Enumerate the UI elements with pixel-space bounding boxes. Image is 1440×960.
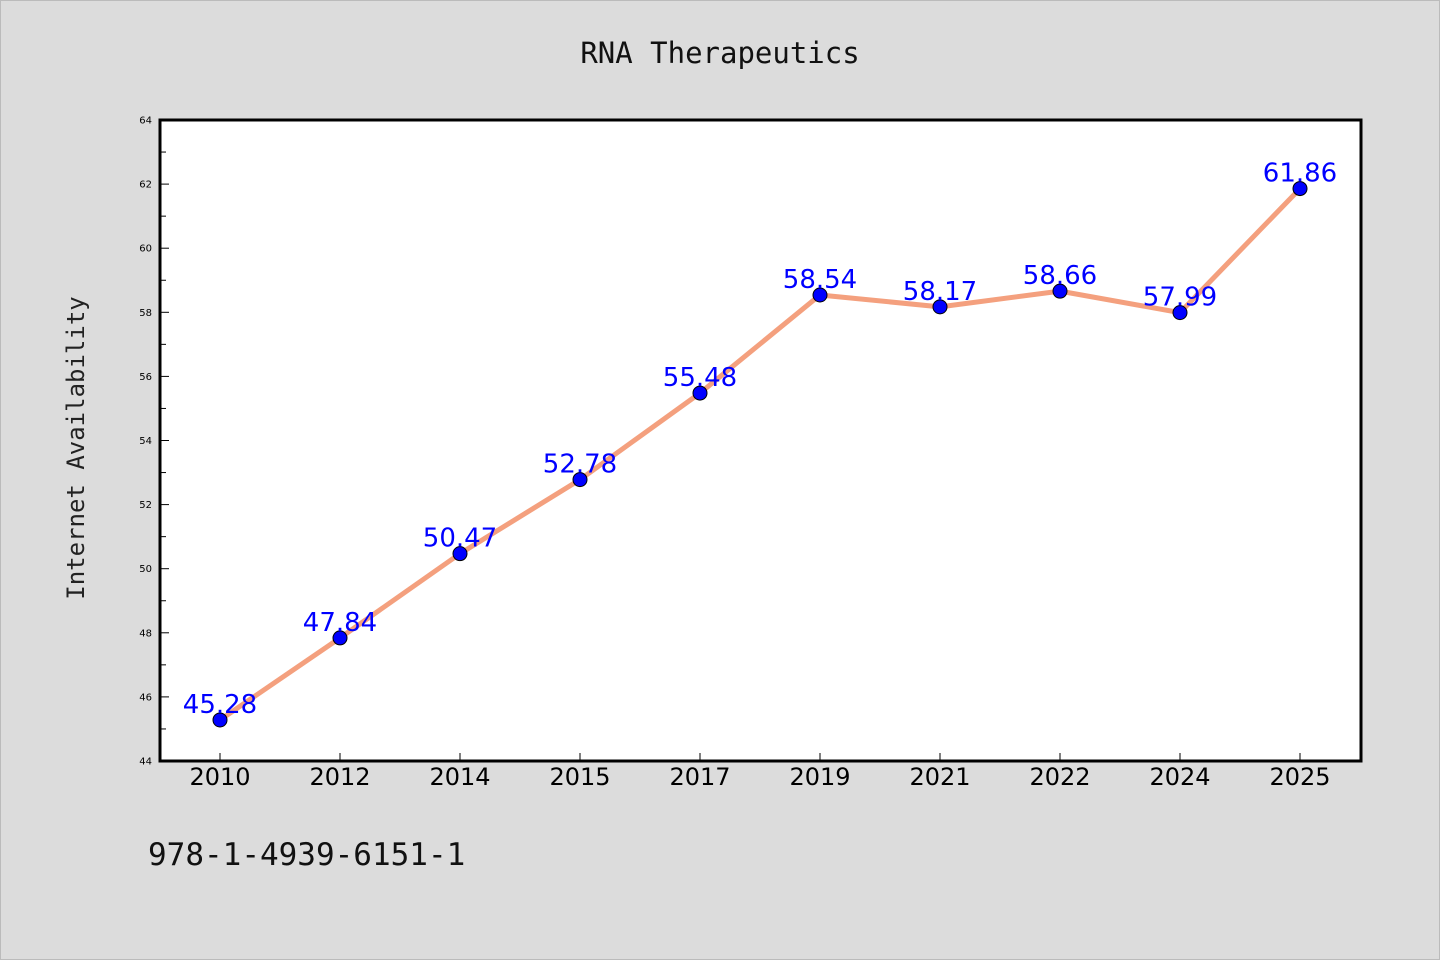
data-labels: 45.28 47.84 50.47 52.78 55.48 58.54 58.17 58.66… — [183, 159, 1337, 720]
plot-frame — [158, 118, 1363, 763]
x-tick-label: 2022 — [1029, 763, 1090, 791]
y-tick-label: 54 — [139, 436, 152, 447]
y-tick-label: 58 — [139, 308, 152, 319]
data-markers — [212, 181, 1308, 728]
y-tick-label: 64 — [139, 116, 152, 127]
x-tick-label: 2014 — [429, 763, 490, 791]
data-label: 58.66 — [1023, 261, 1097, 291]
data-point-2025 — [1292, 181, 1308, 197]
y-tick-label: 60 — [139, 244, 152, 255]
footer-isbn: 978-1-4939-6151-1 — [148, 837, 465, 873]
data-label: 47.84 — [303, 608, 377, 638]
data-point-2017 — [692, 385, 708, 401]
data-point-2015 — [572, 472, 588, 488]
x-tick-label: 2010 — [189, 763, 250, 791]
data-point-2012 — [332, 630, 348, 646]
data-label: 61.86 — [1263, 159, 1337, 189]
series-line — [217, 186, 1303, 723]
data-label: 58.17 — [903, 277, 977, 307]
data-label: 55.48 — [663, 363, 737, 393]
data-label: 45.28 — [183, 690, 257, 720]
data-label: 57.99 — [1143, 283, 1217, 313]
data-point-2022 — [1052, 283, 1068, 299]
y-tick-label: 44 — [139, 757, 152, 768]
x-tick-label: 2019 — [789, 763, 850, 791]
x-tick-label: 2025 — [1269, 763, 1330, 791]
data-point-2010 — [212, 712, 228, 728]
y-tick-label: 46 — [139, 692, 152, 703]
data-point-2019 — [812, 287, 828, 303]
plot-area — [160, 120, 1361, 761]
y-tick-label: 52 — [139, 500, 152, 511]
y-tick-label: 62 — [139, 180, 152, 191]
data-label: 50.47 — [423, 524, 497, 554]
y-tick-label: 56 — [139, 372, 152, 383]
x-axis-ticks: 2010 2012 2014 2015 2017 2019 2021 2022 2024 2025 — [189, 753, 1331, 791]
x-tick-label: 2024 — [1149, 763, 1210, 791]
x-tick-label: 2017 — [669, 763, 730, 791]
data-label: 52.78 — [543, 450, 617, 480]
chart-title: RNA Therapeutics — [580, 36, 859, 70]
data-label: 58.54 — [783, 265, 857, 295]
y-tick-label: 50 — [139, 564, 152, 575]
data-point-2024 — [1172, 305, 1188, 321]
y-axis-label: Internet Availability — [62, 296, 90, 599]
x-tick-label: 2015 — [549, 763, 610, 791]
data-point-2014 — [452, 546, 468, 562]
data-point-2021 — [932, 299, 948, 315]
x-tick-label: 2021 — [909, 763, 970, 791]
x-tick-label: 2012 — [309, 763, 370, 791]
y-tick-label: 48 — [139, 628, 152, 639]
